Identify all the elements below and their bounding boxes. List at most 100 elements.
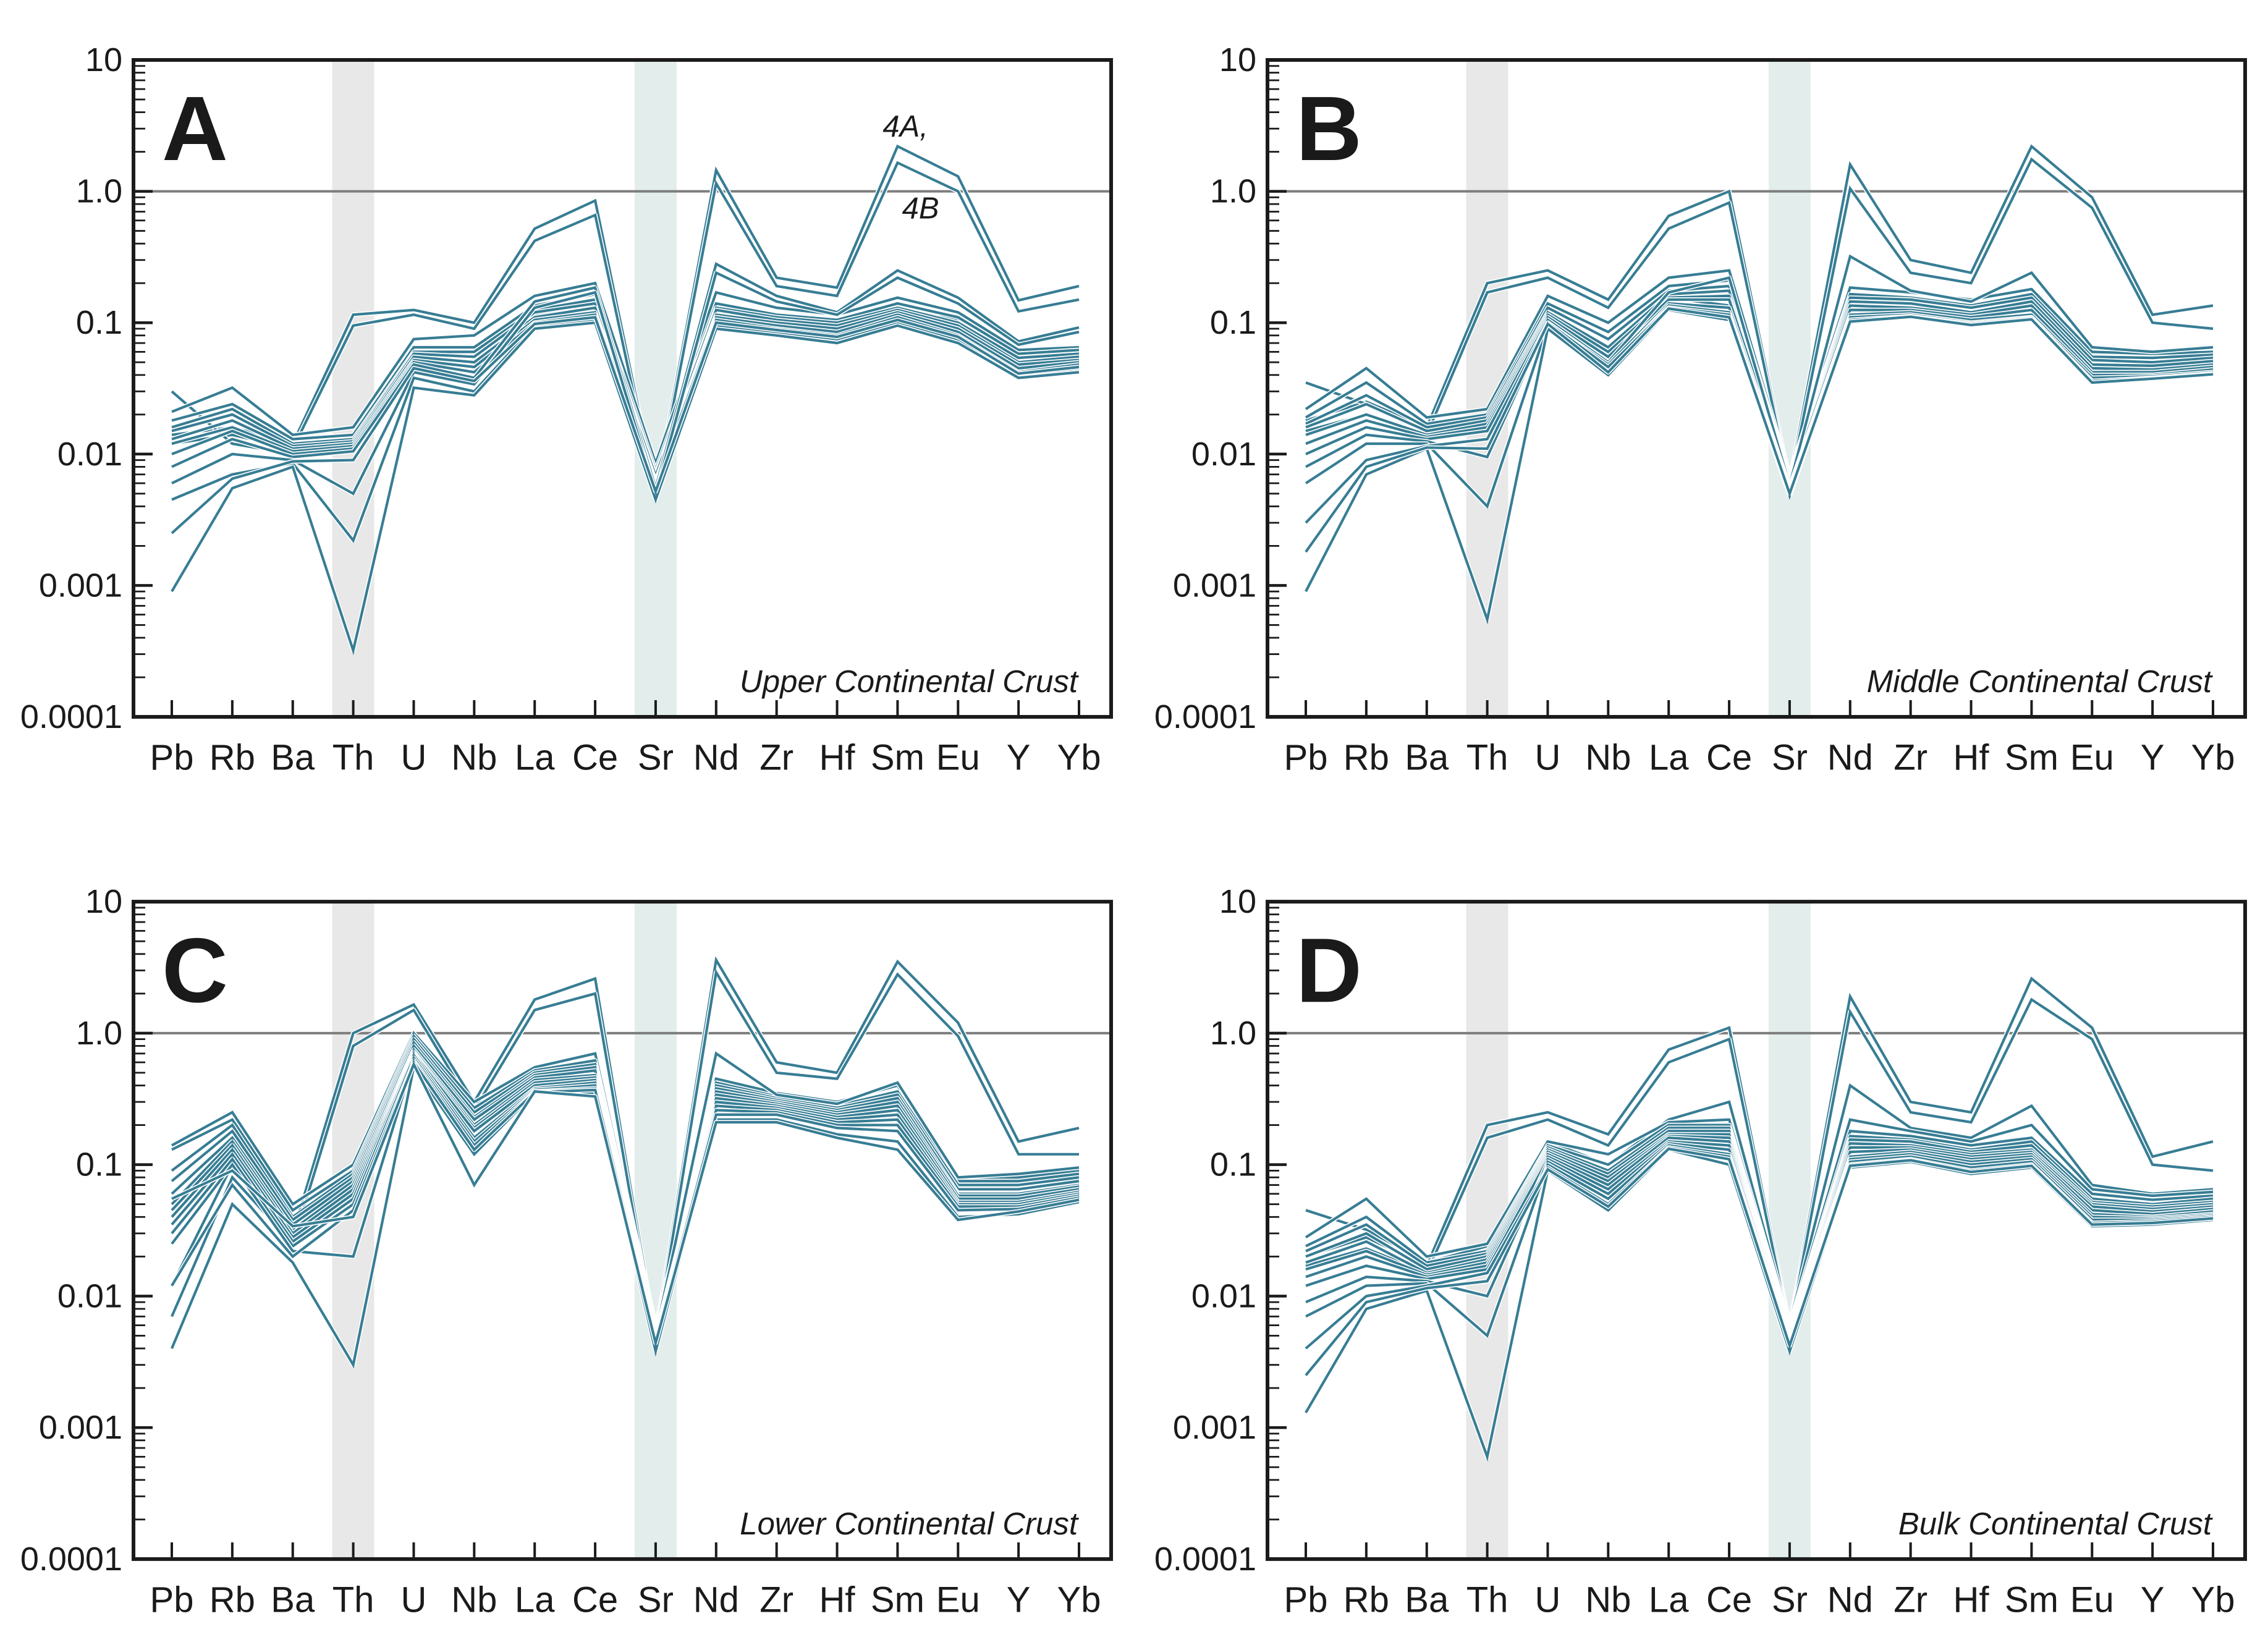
x-tick-label: Zr: [1894, 738, 1927, 778]
series-line-3: [1305, 1083, 2214, 1329]
panel-letter: B: [1296, 78, 1362, 180]
x-tick-label: Y: [2141, 1580, 2165, 1620]
x-tick-label: Ce: [572, 1580, 618, 1620]
y-tick-label: 0.1: [1210, 1146, 1256, 1183]
series-line-16: [171, 1061, 1080, 1348]
x-tick-label: Nb: [451, 738, 497, 778]
x-tick-label: Yb: [1057, 1580, 1101, 1620]
x-tick-label: Nd: [1827, 738, 1873, 778]
y-tick-label: 0.001: [39, 567, 122, 604]
x-tick-label: Ba: [271, 1580, 315, 1620]
x-tick-label: Ba: [1405, 1580, 1449, 1620]
panel-letter: C: [162, 920, 228, 1022]
x-tick-label: Ba: [1405, 738, 1449, 778]
x-tick-label: Sr: [638, 1580, 674, 1620]
x-tick-label: Rb: [209, 1580, 255, 1620]
x-tick-label: Rb: [1343, 1580, 1389, 1620]
series-line-2: [1305, 157, 2214, 492]
y-tick-label: 0.0001: [20, 1541, 122, 1578]
x-tick-label: Eu: [2070, 1580, 2114, 1620]
panel-caption: Lower Continental Crust: [740, 1506, 1079, 1541]
x-tick-label: Nb: [451, 1580, 497, 1620]
x-tick-label: Th: [332, 1580, 374, 1620]
x-tick-label: Zr: [760, 1580, 793, 1620]
x-tick-label: Eu: [936, 738, 980, 778]
y-tick-label: 10: [1219, 41, 1256, 78]
x-tick-label: Ce: [1706, 1580, 1752, 1620]
panel-caption: Middle Continental Crust: [1867, 664, 2213, 699]
y-tick-label: 0.1: [1210, 304, 1256, 341]
x-tick-label: Nd: [1827, 1580, 1873, 1620]
x-tick-label: Yb: [1057, 738, 1101, 778]
x-tick-label: Hf: [819, 1580, 856, 1620]
x-tick-label: Th: [1466, 1580, 1508, 1620]
y-tick-label: 1.0: [1210, 173, 1256, 210]
band-th: [332, 60, 374, 717]
x-tick-label: La: [1649, 738, 1689, 778]
y-tick-label: 0.001: [39, 1409, 122, 1446]
x-tick-label: Hf: [1953, 738, 1990, 778]
x-tick-label: La: [1649, 1580, 1689, 1620]
panel-caption: Upper Continental Crust: [740, 664, 1079, 699]
series-line-16: [1305, 1147, 2214, 1376]
y-tick-label: 0.0001: [20, 698, 122, 735]
y-tick-label: 10: [85, 41, 122, 78]
series-4B: [171, 161, 1080, 503]
series-casing: [169, 957, 1080, 1339]
series-line-10: [1305, 254, 2214, 490]
y-tick-label: 1.0: [76, 173, 122, 210]
panel-D-chart: 10 1.0 0.1 0.01 0.001 0.0001 Pb Rb Ba Th U Nb La Ce Sr…: [1154, 883, 2247, 1620]
y-tick-label: 10: [85, 883, 122, 920]
x-tick-label: La: [515, 738, 555, 778]
series-line-10: [171, 271, 1080, 499]
panel-caption: Bulk Continental Crust: [1898, 1506, 2213, 1541]
y-tick-label: 0.001: [1173, 1409, 1256, 1446]
panel-B: 10 1.0 0.1 0.01 0.001 0.0001 Pb Rb Ba Th U Nb La Ce Sr…: [1134, 0, 2268, 818]
x-tick-label: Hf: [819, 738, 856, 778]
x-tick-label: Yb: [2191, 738, 2235, 778]
x-tick-label: Eu: [936, 1580, 980, 1620]
panel-C-chart: 10 1.0 0.1 0.01 0.001 0.0001 Pb Rb Ba Th U Nb La Ce Sr…: [20, 883, 1113, 1620]
x-tick-label: Pb: [1284, 738, 1328, 778]
x-tick-label: Ce: [572, 738, 618, 778]
x-tick-label: Pb: [1284, 1580, 1328, 1620]
panel-A-chart: 10 1.0 0.1 0.01 0.001 0.0001 Pb Rb Ba Th U Nb La Ce Sr…: [20, 41, 1113, 778]
x-tick-label: Y: [1007, 1580, 1031, 1620]
annotation-4A: 4A,: [882, 110, 928, 143]
band-sr: [634, 902, 677, 1559]
x-tick-label: Pb: [150, 1580, 194, 1620]
panel-C: 10 1.0 0.1 0.01 0.001 0.0001 Pb Rb Ba Th U Nb La Ce Sr…: [0, 818, 1134, 1637]
x-tick-label: Ba: [271, 738, 315, 778]
x-tick-label: U: [1535, 1580, 1561, 1620]
y-tick-label: 10: [1219, 883, 1256, 920]
x-tick-label: Sm: [2005, 1580, 2059, 1620]
annotation-4B: 4B: [902, 192, 939, 225]
series-line-2: [171, 281, 1080, 468]
x-tick-label: U: [1535, 738, 1561, 778]
x-tick-label: Y: [2141, 738, 2165, 778]
panel-D: 10 1.0 0.1 0.01 0.001 0.0001 Pb Rb Ba Th U Nb La Ce Sr…: [1134, 818, 2268, 1637]
panel-A: 10 1.0 0.1 0.01 0.001 0.0001 Pb Rb Ba Th U Nb La Ce Sr…: [0, 0, 1134, 818]
panel-letter: A: [162, 78, 228, 180]
x-tick-label: Yb: [2191, 1580, 2235, 1620]
x-tick-label: Pb: [150, 738, 194, 778]
plot-frame: [1266, 58, 2247, 719]
y-tick-label: 0.001: [1173, 567, 1256, 604]
y-tick-label: 0.01: [1191, 1277, 1256, 1314]
panel-B-chart: 10 1.0 0.1 0.01 0.001 0.0001 Pb Rb Ba Th U Nb La Ce Sr…: [1154, 41, 2247, 778]
band-th: [332, 902, 374, 1559]
y-tick-label: 0.01: [57, 436, 122, 473]
x-tick-label: Sm: [2005, 738, 2059, 778]
panel-letter: D: [1296, 920, 1362, 1022]
x-tick-label: U: [401, 1580, 427, 1620]
x-tick-label: Sm: [871, 738, 925, 778]
x-tick-label: Sr: [1772, 1580, 1808, 1620]
x-tick-label: La: [515, 1580, 555, 1620]
x-tick-label: Zr: [1894, 1580, 1927, 1620]
x-tick-label: Ce: [1706, 738, 1752, 778]
x-tick-label: Rb: [1343, 738, 1389, 778]
series-line-15: [1305, 307, 2214, 553]
band-sr: [634, 60, 677, 717]
x-tick-label: Nb: [1585, 738, 1631, 778]
series-line-2: [171, 968, 1079, 1342]
